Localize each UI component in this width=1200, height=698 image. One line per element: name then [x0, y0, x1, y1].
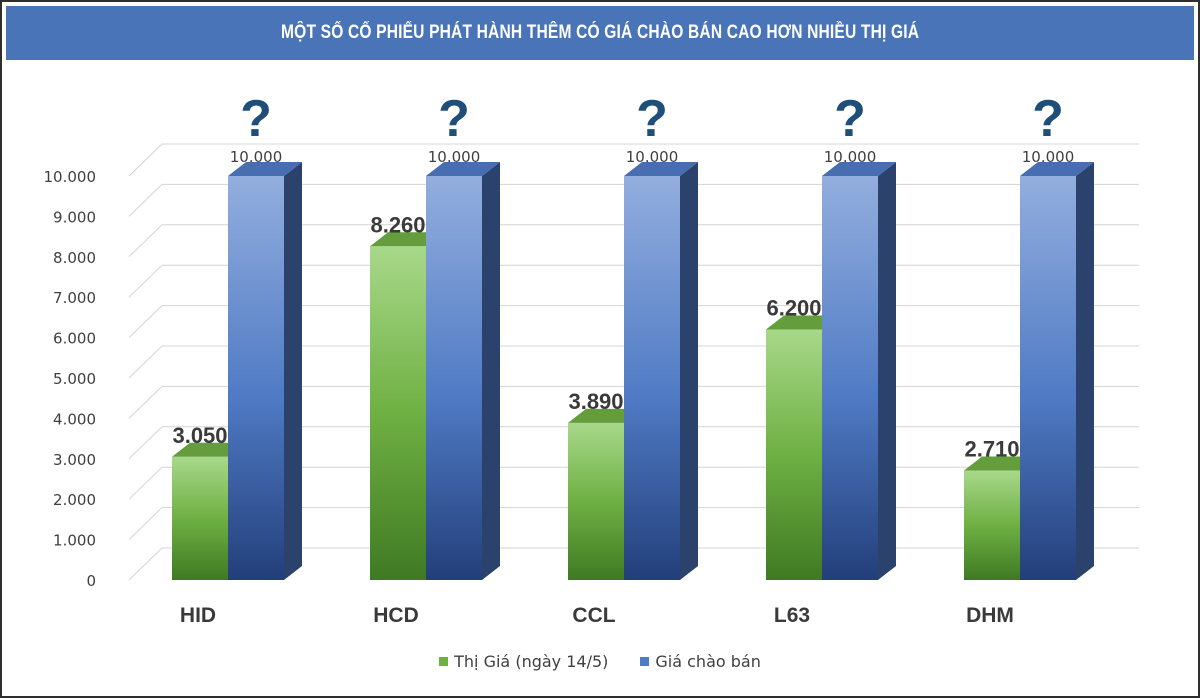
gridline [128, 305, 1139, 338]
y-tick-label: 0 [86, 572, 96, 590]
bar [370, 246, 426, 580]
bar-side [680, 162, 698, 580]
legend: Thị Giá (ngày 14/5) Giá chào bán [2, 652, 1198, 671]
bar-side [1076, 162, 1094, 580]
data-label: 3.050 [172, 423, 227, 448]
bar-top [964, 456, 1038, 471]
data-label: 10.000 [230, 148, 283, 166]
legend-label-offer-price: Giá chào bán [655, 652, 761, 671]
x-tick-label: HID [180, 604, 216, 627]
y-tick-label: 4.000 [53, 410, 96, 428]
labels-layer: 3.050 10.000? HID 8.260 10.000? HCD 3.890 10.00… [172, 90, 1074, 627]
gridline [128, 183, 1139, 217]
bar-top [426, 162, 500, 176]
y-tick-label: 7.000 [53, 289, 96, 307]
question-mark-annotation: ? [240, 90, 272, 148]
y-tick-label: 8.000 [53, 249, 96, 267]
bar [822, 176, 878, 580]
x-tick-label: L63 [774, 604, 810, 627]
question-mark-annotation: ? [1032, 90, 1064, 148]
gridline [128, 264, 1139, 298]
y-tick-label: 1.000 [53, 532, 96, 550]
bar [426, 176, 482, 580]
title-banner: MỘT SỐ CỔ PHIẾU PHÁT HÀNH THÊM CÓ GIÁ CH… [6, 6, 1194, 60]
x-tick-label: CCL [572, 604, 615, 627]
bar-top [1020, 162, 1094, 176]
bar-top [822, 162, 896, 176]
data-label: 10.000 [824, 148, 877, 166]
data-label: 8.260 [370, 212, 425, 237]
question-mark-annotation: ? [438, 90, 470, 148]
bar [568, 422, 624, 580]
bar [766, 329, 822, 580]
chart-title: MỘT SỐ CỔ PHIẾU PHÁT HÀNH THÊM CÓ GIÁ CH… [280, 22, 920, 43]
y-tick-label: 2.000 [53, 491, 96, 509]
bar [172, 456, 228, 580]
bar-top [766, 315, 840, 330]
x-tick-label: HCD [373, 604, 419, 627]
legend-swatch-blue [640, 657, 650, 666]
bar [624, 176, 680, 580]
legend-item-offer-price: Giá chào bán [640, 652, 761, 671]
data-label: 10.000 [626, 148, 679, 166]
data-label: 10.000 [428, 148, 481, 166]
y-tick-label: 5.000 [53, 370, 96, 388]
y-tick-label: 6.000 [53, 330, 96, 348]
gridline [128, 143, 1139, 177]
bar-top [624, 162, 698, 176]
y-tick-label: 10.000 [44, 168, 97, 186]
question-mark-annotation: ? [834, 90, 866, 148]
legend-label-market-price: Thị Giá (ngày 14/5) [454, 652, 609, 671]
bar [228, 176, 284, 580]
bar-side [284, 162, 302, 580]
bar [964, 470, 1020, 580]
data-label: 3.890 [568, 389, 623, 414]
data-label: 10.000 [1022, 148, 1075, 166]
bar-top [228, 162, 302, 176]
data-label: 2.710 [964, 437, 1019, 462]
legend-item-market-price: Thị Giá (ngày 14/5) [439, 652, 608, 671]
legend-swatch-green [439, 657, 449, 666]
gridline [128, 224, 1139, 258]
y-tick-label: 9.000 [53, 208, 96, 226]
bar-top [370, 232, 444, 247]
bar-top [568, 408, 642, 423]
question-mark-annotation: ? [636, 90, 668, 148]
bar-side [482, 162, 500, 580]
bar [1020, 176, 1076, 580]
y-tick-label: 3.000 [53, 451, 96, 469]
y-axis: 0 1.000 2.000 3.000 4.000 5.000 6.000 7.000 8.00… [44, 168, 97, 590]
bar-top [172, 442, 246, 457]
bars-layer [172, 162, 1094, 580]
bar-side [878, 162, 896, 580]
data-label: 6.200 [766, 296, 821, 321]
x-tick-label: DHM [966, 604, 1014, 627]
